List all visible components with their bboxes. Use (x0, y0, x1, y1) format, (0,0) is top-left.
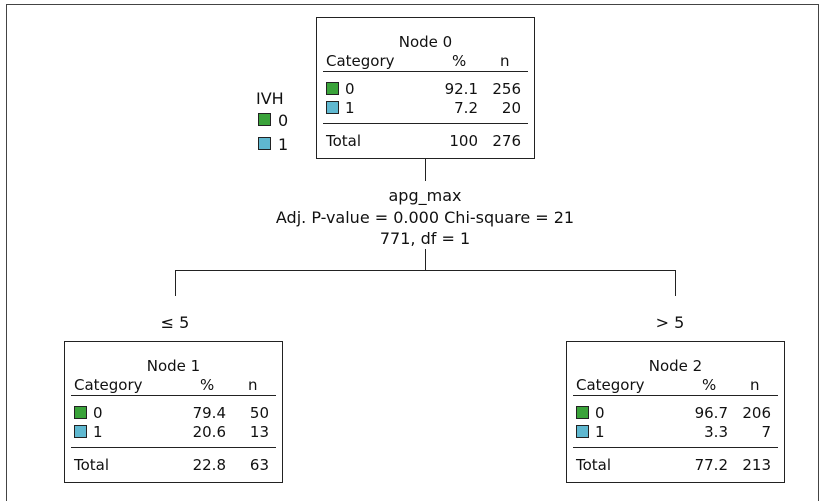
total-percent: 100 (449, 132, 478, 150)
legend-swatch-0 (258, 113, 271, 126)
category-percent: 79.4 (192, 404, 226, 422)
split-stats-line1: Adj. P-value = 0.000 Chi-square = 21 (275, 208, 575, 227)
header-n: n (248, 376, 258, 394)
header-category: Category (576, 376, 645, 394)
diagram-frame (6, 4, 819, 501)
header-percent: % (702, 376, 717, 394)
split-stats-line2: 771, df = 1 (379, 229, 471, 248)
branch-label-right: > 5 (655, 313, 685, 332)
category-swatch (576, 425, 589, 438)
header-divider (71, 395, 276, 396)
total-label: Total (576, 456, 612, 474)
connector-split-down (425, 249, 426, 270)
connector-horizontal (175, 270, 676, 271)
header-category: Category (74, 376, 143, 394)
header-row: Category % n (65, 378, 282, 396)
total-divider (573, 447, 778, 448)
total-row: Total 100 276 (317, 134, 534, 152)
header-row: Category % n (567, 378, 784, 396)
category-n: 13 (249, 423, 269, 441)
header-divider (573, 395, 778, 396)
header-n: n (500, 52, 510, 70)
legend-swatch-1 (258, 137, 271, 150)
node-title: Node 0 (398, 33, 453, 51)
category-percent: 7.2 (454, 99, 478, 117)
connector-left-down (175, 270, 176, 296)
category-swatch (74, 406, 87, 419)
category-percent: 96.7 (694, 404, 728, 422)
category-percent: 20.6 (192, 423, 226, 441)
category-percent: 92.1 (444, 80, 478, 98)
category-label: 0 (93, 404, 103, 422)
legend-title: IVH (256, 89, 284, 108)
branch-label-left: ≤ 5 (160, 313, 190, 332)
category-percent: 3.3 (704, 423, 728, 441)
node-0: Node 0 Category % n 0 92.1 256 1 7.2 20 … (316, 17, 535, 159)
header-row: Category % n (317, 54, 534, 72)
category-n: 50 (249, 404, 269, 422)
total-percent: 22.8 (192, 456, 226, 474)
category-n: 256 (492, 80, 521, 98)
total-percent: 77.2 (694, 456, 728, 474)
category-n: 7 (761, 423, 771, 441)
table-row: 0 96.7 206 (567, 406, 784, 424)
table-row: 1 7.2 20 (317, 101, 534, 119)
total-n: 276 (492, 132, 521, 150)
category-swatch (576, 406, 589, 419)
header-percent: % (200, 376, 215, 394)
category-n: 206 (742, 404, 771, 422)
category-label: 0 (595, 404, 605, 422)
header-category: Category (326, 52, 395, 70)
header-n: n (750, 376, 760, 394)
category-n: 20 (501, 99, 521, 117)
total-row: Total 77.2 213 (567, 458, 784, 476)
table-row: 0 79.4 50 (65, 406, 282, 424)
total-n: 213 (742, 456, 771, 474)
legend-label-1: 1 (278, 135, 289, 154)
total-n: 63 (249, 456, 269, 474)
total-divider (71, 447, 276, 448)
total-label: Total (326, 132, 362, 150)
connector-root-down (425, 159, 426, 181)
category-label: 1 (93, 423, 103, 441)
category-swatch (74, 425, 87, 438)
table-row: 1 20.6 13 (65, 425, 282, 443)
table-row: 1 3.3 7 (567, 425, 784, 443)
header-divider (323, 71, 528, 72)
legend-label-0: 0 (278, 111, 289, 130)
total-label: Total (74, 456, 110, 474)
node-title: Node 1 (146, 357, 201, 375)
category-swatch (326, 82, 339, 95)
total-divider (323, 123, 528, 124)
category-label: 1 (595, 423, 605, 441)
category-label: 0 (345, 80, 355, 98)
table-row: 0 92.1 256 (317, 82, 534, 100)
node-1: Node 1 Category % n 0 79.4 50 1 20.6 13 … (64, 341, 283, 483)
category-label: 1 (345, 99, 355, 117)
split-variable: apg_max (388, 186, 462, 205)
node-title: Node 2 (648, 357, 703, 375)
node-2: Node 2 Category % n 0 96.7 206 1 3.3 7 T… (566, 341, 785, 483)
header-percent: % (452, 52, 467, 70)
connector-right-down (675, 270, 676, 296)
category-swatch (326, 101, 339, 114)
total-row: Total 22.8 63 (65, 458, 282, 476)
